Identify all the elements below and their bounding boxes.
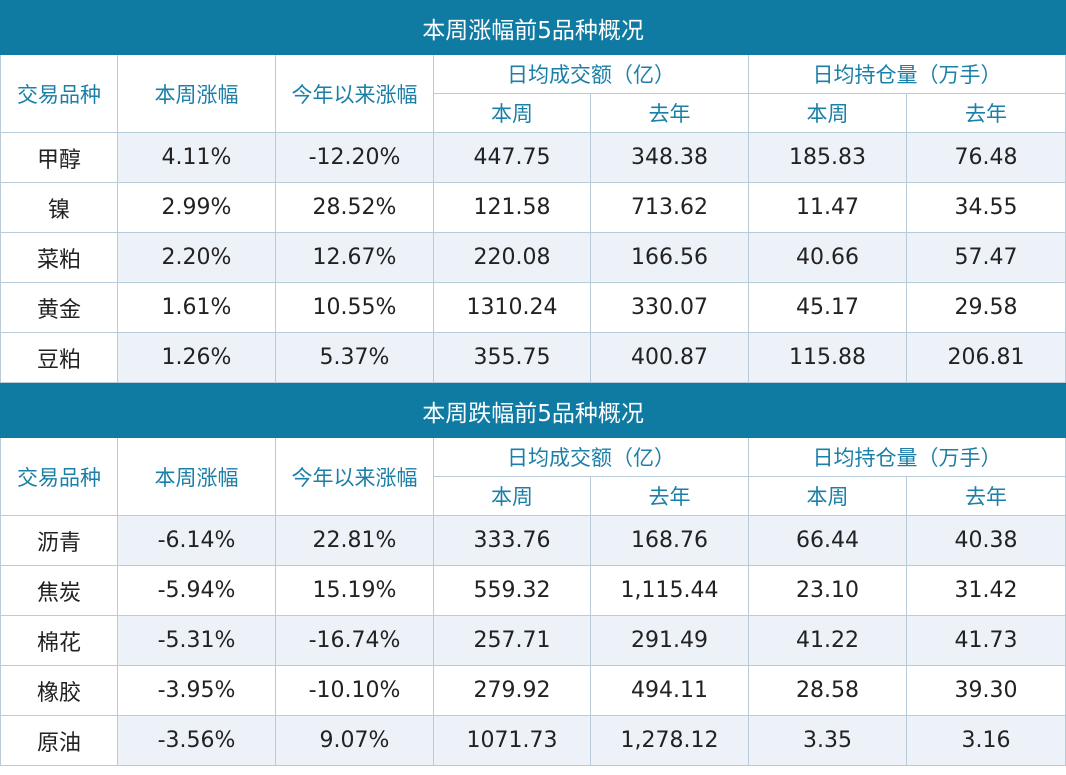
value-cell: 348.38	[590, 132, 749, 183]
value-cell: 10.55%	[275, 282, 434, 333]
value-cell: 291.49	[590, 615, 749, 666]
value-cell: 22.81%	[275, 515, 434, 566]
value-cell: 168.76	[590, 515, 749, 566]
column-header: 日均成交额（亿）	[433, 54, 749, 94]
value-cell: -12.20%	[275, 132, 434, 183]
value-cell: -3.95%	[117, 665, 276, 716]
value-cell: -3.56%	[117, 715, 276, 766]
sub-header: 去年	[905, 476, 1066, 516]
sub-header: 本周	[748, 476, 907, 516]
column-header: 交易品种	[0, 437, 118, 516]
variety-cell: 原油	[0, 715, 118, 766]
value-cell: 1,115.44	[590, 565, 749, 616]
value-cell: 330.07	[590, 282, 749, 333]
value-cell: 28.52%	[275, 182, 434, 233]
variety-cell: 豆粕	[0, 332, 118, 383]
value-cell: 23.10	[748, 565, 907, 616]
value-cell: 12.67%	[275, 232, 434, 283]
value-cell: 76.48	[905, 132, 1066, 183]
value-cell: 15.19%	[275, 565, 434, 616]
value-cell: 2.99%	[117, 182, 276, 233]
value-cell: 713.62	[590, 182, 749, 233]
column-header: 日均持仓量（万手）	[747, 437, 1066, 477]
value-cell: 1.61%	[117, 282, 276, 333]
value-cell: 3.35	[748, 715, 907, 766]
value-cell: 40.38	[905, 515, 1066, 566]
value-cell: 1071.73	[433, 715, 591, 766]
value-cell: 39.30	[905, 665, 1066, 716]
value-cell: 28.58	[748, 665, 907, 716]
value-cell: 257.71	[433, 615, 591, 666]
column-header: 日均成交额（亿）	[433, 437, 749, 477]
column-header: 交易品种	[0, 54, 118, 133]
value-cell: 2.20%	[117, 232, 276, 283]
value-cell: 34.55	[905, 182, 1066, 233]
value-cell: 355.75	[433, 332, 591, 383]
value-cell: 57.47	[905, 232, 1066, 283]
sub-header: 本周	[433, 93, 591, 133]
summary-table: 本周跌幅前5品种概况 交易品种 本周涨幅 今年以来涨幅 日均成交额（亿） 日均持仓量（万手…	[0, 383, 1066, 766]
value-cell: -5.94%	[117, 565, 276, 616]
variety-cell: 黄金	[0, 282, 118, 333]
value-cell: 40.66	[748, 232, 907, 283]
value-cell: 166.56	[590, 232, 749, 283]
value-cell: 5.37%	[275, 332, 434, 383]
value-cell: 447.75	[433, 132, 591, 183]
value-cell: 115.88	[748, 332, 907, 383]
value-cell: 1310.24	[433, 282, 591, 333]
value-cell: 9.07%	[275, 715, 434, 766]
value-cell: -10.10%	[275, 665, 434, 716]
sub-header: 去年	[590, 476, 749, 516]
variety-cell: 镍	[0, 182, 118, 233]
value-cell: 121.58	[433, 182, 591, 233]
column-header: 今年以来涨幅	[275, 437, 434, 516]
value-cell: 1,278.12	[590, 715, 749, 766]
value-cell: 1.26%	[117, 332, 276, 383]
column-header: 本周涨幅	[117, 54, 276, 133]
value-cell: 185.83	[748, 132, 907, 183]
value-cell: 4.11%	[117, 132, 276, 183]
value-cell: 45.17	[748, 282, 907, 333]
variety-cell: 橡胶	[0, 665, 118, 716]
value-cell: 559.32	[433, 565, 591, 616]
value-cell: 11.47	[748, 182, 907, 233]
value-cell: 333.76	[433, 515, 591, 566]
value-cell: -16.74%	[275, 615, 434, 666]
table-title: 本周涨幅前5品种概况	[0, 0, 1066, 55]
summary-table: 本周涨幅前5品种概况 交易品种 本周涨幅 今年以来涨幅 日均成交额（亿） 日均持仓量（万手…	[0, 0, 1066, 383]
sub-header: 去年	[905, 93, 1066, 133]
value-cell: 279.92	[433, 665, 591, 716]
sub-header: 去年	[590, 93, 749, 133]
column-header: 本周涨幅	[117, 437, 276, 516]
column-header: 今年以来涨幅	[275, 54, 434, 133]
value-cell: 494.11	[590, 665, 749, 716]
variety-cell: 棉花	[0, 615, 118, 666]
value-cell: -5.31%	[117, 615, 276, 666]
value-cell: -6.14%	[117, 515, 276, 566]
variety-cell: 菜粕	[0, 232, 118, 283]
value-cell: 3.16	[905, 715, 1066, 766]
variety-cell: 焦炭	[0, 565, 118, 616]
value-cell: 41.73	[905, 615, 1066, 666]
value-cell: 29.58	[905, 282, 1066, 333]
value-cell: 66.44	[748, 515, 907, 566]
table-title: 本周跌幅前5品种概况	[0, 383, 1066, 438]
column-header: 日均持仓量（万手）	[747, 54, 1066, 94]
value-cell: 400.87	[590, 332, 749, 383]
variety-cell: 甲醇	[0, 132, 118, 183]
value-cell: 41.22	[748, 615, 907, 666]
value-cell: 220.08	[433, 232, 591, 283]
sub-header: 本周	[748, 93, 907, 133]
sub-header: 本周	[433, 476, 591, 516]
variety-cell: 沥青	[0, 515, 118, 566]
value-cell: 206.81	[905, 332, 1066, 383]
value-cell: 31.42	[905, 565, 1066, 616]
